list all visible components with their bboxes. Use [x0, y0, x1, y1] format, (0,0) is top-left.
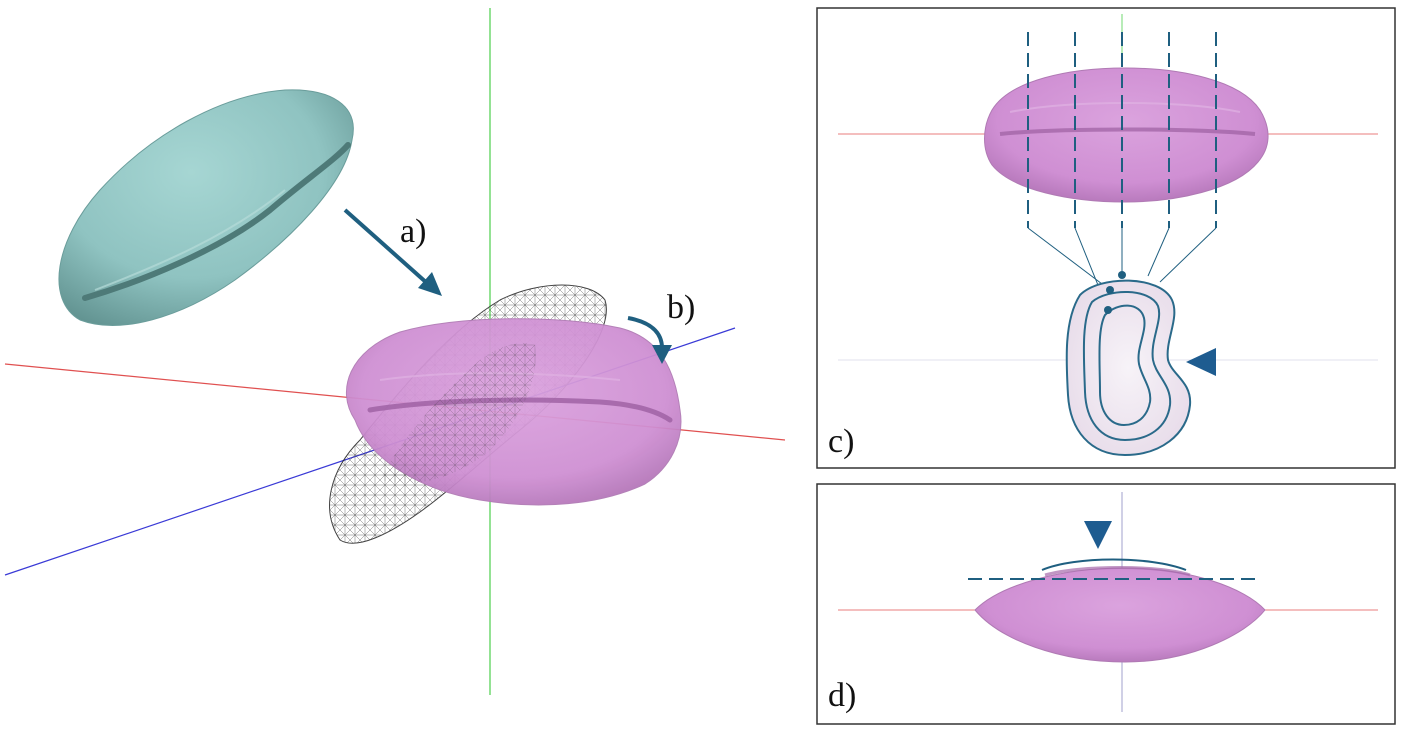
contour-point	[1118, 271, 1126, 279]
label-b: b)	[667, 289, 695, 326]
label-c: c)	[828, 423, 854, 460]
curvature-arc	[1041, 558, 1187, 571]
label-d: d)	[828, 677, 856, 714]
cross-section-contours	[1065, 279, 1192, 457]
side-view-seed	[974, 566, 1266, 663]
rotate-arrow-icon	[652, 345, 672, 364]
contour-point	[1106, 286, 1114, 294]
contour-inner	[1098, 304, 1152, 427]
original-seed-mesh	[58, 89, 354, 326]
contour-outer	[1065, 279, 1192, 457]
top-view-seed	[984, 67, 1269, 203]
panel-d: d)	[816, 483, 1396, 725]
main-3d-scene: a) b)	[4, 8, 786, 695]
label-a: a)	[400, 213, 426, 250]
triangle-marker-icon	[1186, 348, 1216, 376]
aligned-seed-mesh	[346, 318, 682, 506]
step-b-rotation-arrow	[627, 316, 672, 364]
panel-c: c)	[816, 7, 1396, 469]
slice-lines	[1027, 32, 1217, 228]
step-a-arrow	[343, 208, 442, 296]
arrow-icon	[418, 272, 442, 296]
triangle-marker-icon	[1084, 521, 1112, 549]
contour-middle	[1082, 291, 1172, 442]
contour-point	[1104, 306, 1112, 314]
